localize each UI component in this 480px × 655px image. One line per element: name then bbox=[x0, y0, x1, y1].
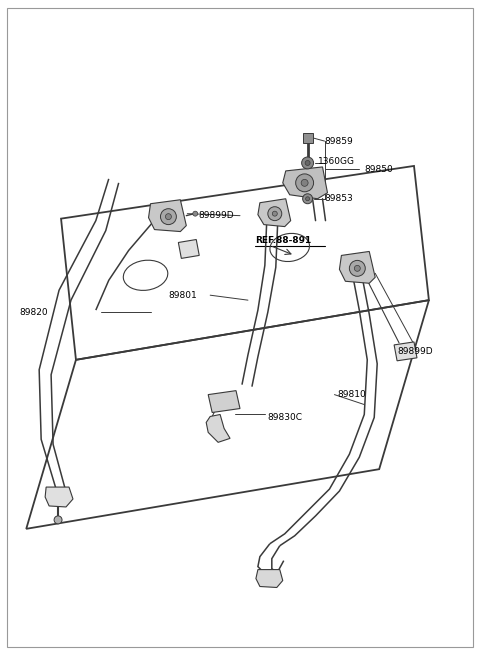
Text: REF.88-891: REF.88-891 bbox=[255, 236, 311, 245]
Polygon shape bbox=[339, 252, 375, 283]
Text: 1360GG: 1360GG bbox=[318, 157, 355, 166]
Text: 89810: 89810 bbox=[337, 390, 366, 399]
Text: 89801: 89801 bbox=[168, 291, 197, 300]
Text: 89859: 89859 bbox=[324, 137, 353, 145]
Circle shape bbox=[302, 194, 312, 204]
Text: 89853: 89853 bbox=[324, 195, 353, 203]
Polygon shape bbox=[206, 415, 230, 442]
Circle shape bbox=[354, 265, 360, 271]
Text: 89830C: 89830C bbox=[268, 413, 303, 422]
Text: 89899D: 89899D bbox=[198, 211, 234, 220]
Polygon shape bbox=[179, 240, 199, 259]
Text: 89899D: 89899D bbox=[397, 347, 432, 356]
Circle shape bbox=[349, 261, 365, 276]
Polygon shape bbox=[394, 342, 417, 361]
Polygon shape bbox=[208, 390, 240, 413]
Circle shape bbox=[166, 214, 171, 219]
Polygon shape bbox=[148, 200, 186, 232]
Polygon shape bbox=[256, 570, 283, 588]
Circle shape bbox=[301, 157, 313, 169]
Circle shape bbox=[296, 174, 313, 192]
Polygon shape bbox=[45, 487, 73, 507]
Text: 89850: 89850 bbox=[364, 166, 393, 174]
Circle shape bbox=[305, 160, 310, 166]
Circle shape bbox=[268, 207, 282, 221]
Polygon shape bbox=[283, 167, 327, 198]
Circle shape bbox=[272, 211, 277, 216]
Text: 89820: 89820 bbox=[19, 308, 48, 316]
Polygon shape bbox=[258, 198, 291, 227]
Circle shape bbox=[193, 211, 198, 216]
Circle shape bbox=[160, 209, 176, 225]
Circle shape bbox=[301, 179, 308, 186]
Circle shape bbox=[306, 196, 310, 200]
Polygon shape bbox=[302, 133, 312, 143]
Circle shape bbox=[54, 516, 62, 524]
